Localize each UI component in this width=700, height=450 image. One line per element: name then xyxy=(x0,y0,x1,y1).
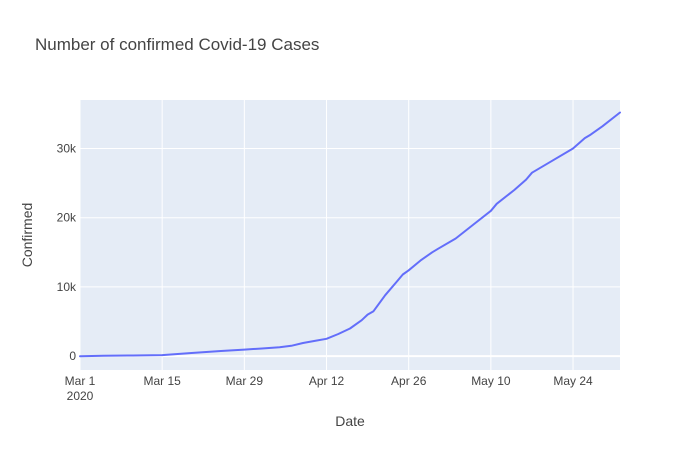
y-axis-title: Confirmed xyxy=(19,203,35,268)
x-tick-label: Mar 29 xyxy=(226,374,264,388)
x-axis-title: Date xyxy=(335,413,365,429)
x-tick-label: Apr 12 xyxy=(309,374,345,388)
y-tick-label: 20k xyxy=(57,211,77,225)
plot-area xyxy=(80,100,620,370)
series-line xyxy=(79,111,621,358)
x-tick-label: Mar 15 xyxy=(143,374,181,388)
y-tick-label: 0 xyxy=(69,349,76,363)
x-tick-label: Apr 26 xyxy=(391,374,427,388)
x-tick-sublabel: 2020 xyxy=(67,389,94,403)
x-tick-label: May 24 xyxy=(553,374,593,388)
grid-lines xyxy=(79,100,620,370)
x-tick-label: Mar 1 xyxy=(65,374,96,388)
chart-title: Number of confirmed Covid-19 Cases xyxy=(35,35,319,54)
x-tick-label: May 10 xyxy=(471,374,511,388)
y-tick-label: 10k xyxy=(57,280,77,294)
y-tick-label: 30k xyxy=(57,141,77,155)
series-layer xyxy=(79,111,621,358)
